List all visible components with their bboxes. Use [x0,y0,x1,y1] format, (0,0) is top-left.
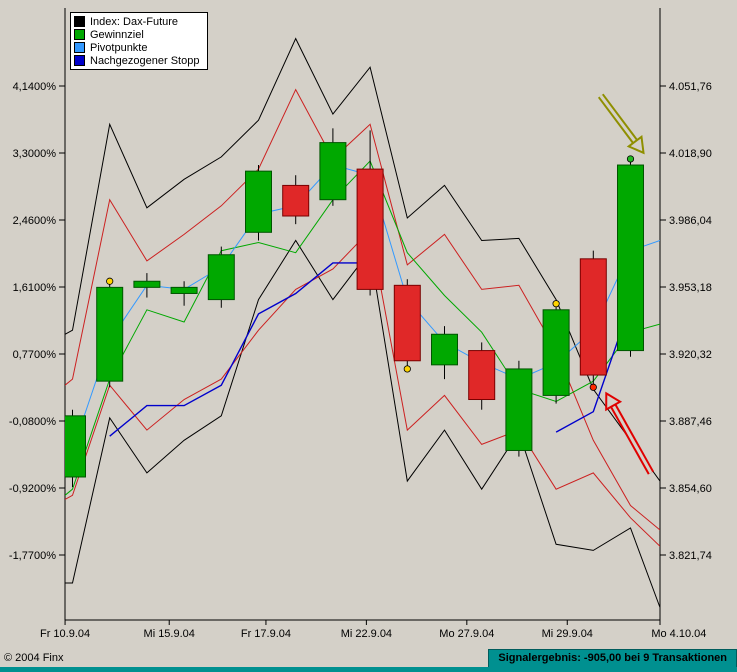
svg-text:0,7700%: 0,7700% [13,349,57,361]
candle-up [207,254,235,301]
candle-up [96,286,124,382]
candle-up [245,170,272,233]
legend-swatch-pivotpunkte-icon [74,42,85,53]
svg-text:Mi 29.9.04: Mi 29.9.04 [542,628,593,640]
candle-down [282,184,310,217]
svg-text:3.887,46: 3.887,46 [669,416,712,428]
candle-up [170,286,198,294]
down-arrow-icon [597,93,645,155]
signal-marker [589,383,597,391]
svg-text:Fr 17.9.04: Fr 17.9.04 [241,628,291,640]
svg-text:3,3000%: 3,3000% [13,148,57,160]
legend-swatch-index-icon [74,16,85,27]
status-text: Signalergebnis: -905,00 bei 9 Transaktio… [498,652,727,664]
y-axis-left: 4,1400% 3,3000% 2,4600% 1,6100% 0,7700% -0,08… [9,81,65,562]
candle-up [133,280,161,288]
candles [65,128,644,488]
axes [64,8,661,621]
indicator-lines [65,37,660,608]
legend-swatch-gewinnziel-icon [74,29,85,40]
chart-legend: Index: Dax-Future Gewinnziel Pivotpunkte… [70,12,209,70]
candle-down [579,258,607,376]
svg-text:1,6100%: 1,6100% [13,282,57,294]
svg-text:3.953,18: 3.953,18 [669,282,712,294]
series-lower-red-channel [65,229,660,547]
svg-text:3.986,04: 3.986,04 [669,215,712,227]
series-gewinnziel-line [65,160,660,496]
legend-item-stopp: Nachgezogener Stopp [74,54,199,67]
svg-text:3.854,60: 3.854,60 [669,483,712,495]
svg-text:-0,9200%: -0,9200% [9,483,56,495]
x-axis: Fr 10.9.04 Mi 15.9.04 Fr 17.9.04 Mi 22.9.04… [40,620,706,640]
candle-up [617,164,644,352]
status-panel: Signalergebnis: -905,00 bei 9 Transaktio… [488,649,737,668]
svg-text:2,4600%: 2,4600% [13,215,57,227]
signal-markers [106,155,635,391]
legend-label-gewinnziel: Gewinnziel [90,28,144,41]
up-arrow-icon [605,391,655,475]
candle-down [393,284,421,362]
legend-label-index: Index: Dax-Future [90,15,179,28]
svg-text:4.051,76: 4.051,76 [669,81,712,93]
signal-marker [106,277,114,285]
legend-label-pivotpunkte: Pivotpunkte [90,41,148,54]
svg-text:4,1400%: 4,1400% [13,81,57,93]
signal-marker [403,365,411,373]
price-chart: 4,1400% 3,3000% 2,4600% 1,6100% 0,7700% -0,08… [9,8,712,640]
svg-text:Fr 10.9.04: Fr 10.9.04 [40,628,90,640]
candle-down [468,350,496,401]
series-upper-red-channel [65,88,660,531]
copyright-text: © 2004 Finx [4,652,64,664]
svg-text:Mo 27.9.04: Mo 27.9.04 [439,628,494,640]
legend-swatch-stopp-icon [74,55,85,66]
y-axis-right: 4.051,76 4.018,90 3.986,04 3.953,18 3.920,32… [660,81,712,562]
svg-text:Mi 15.9.04: Mi 15.9.04 [144,628,195,640]
svg-text:-0,0800%: -0,0800% [9,416,56,428]
svg-text:-1,7700%: -1,7700% [9,550,56,562]
svg-text:Mo 4.10.04: Mo 4.10.04 [651,628,706,640]
chart-region: 4,1400% 3,3000% 2,4600% 1,6100% 0,7700% -0,08… [9,8,712,640]
footer: © 2004 Finx Signalergebnis: -905,00 bei … [0,648,737,672]
legend-item-index: Index: Dax-Future [74,15,199,28]
candle-up [319,142,347,201]
teal-strip [0,667,737,672]
svg-text:4.018,90: 4.018,90 [669,148,712,160]
series-index-lower-line [65,239,660,608]
legend-item-gewinnziel: Gewinnziel [74,28,199,41]
candle-up [65,415,86,478]
candle-up [431,333,458,366]
svg-text:3.821,74: 3.821,74 [669,550,712,562]
candle-up [542,309,570,396]
svg-text:3.920,32: 3.920,32 [669,349,712,361]
signal-marker [552,300,560,308]
signal-marker [626,155,635,163]
legend-item-pivotpunkte: Pivotpunkte [74,41,199,54]
annotation-arrows [597,93,655,475]
candle-up [505,368,533,451]
svg-text:Mi 22.9.04: Mi 22.9.04 [341,628,392,640]
candle-down [356,168,384,290]
legend-label-stopp: Nachgezogener Stopp [90,54,200,67]
